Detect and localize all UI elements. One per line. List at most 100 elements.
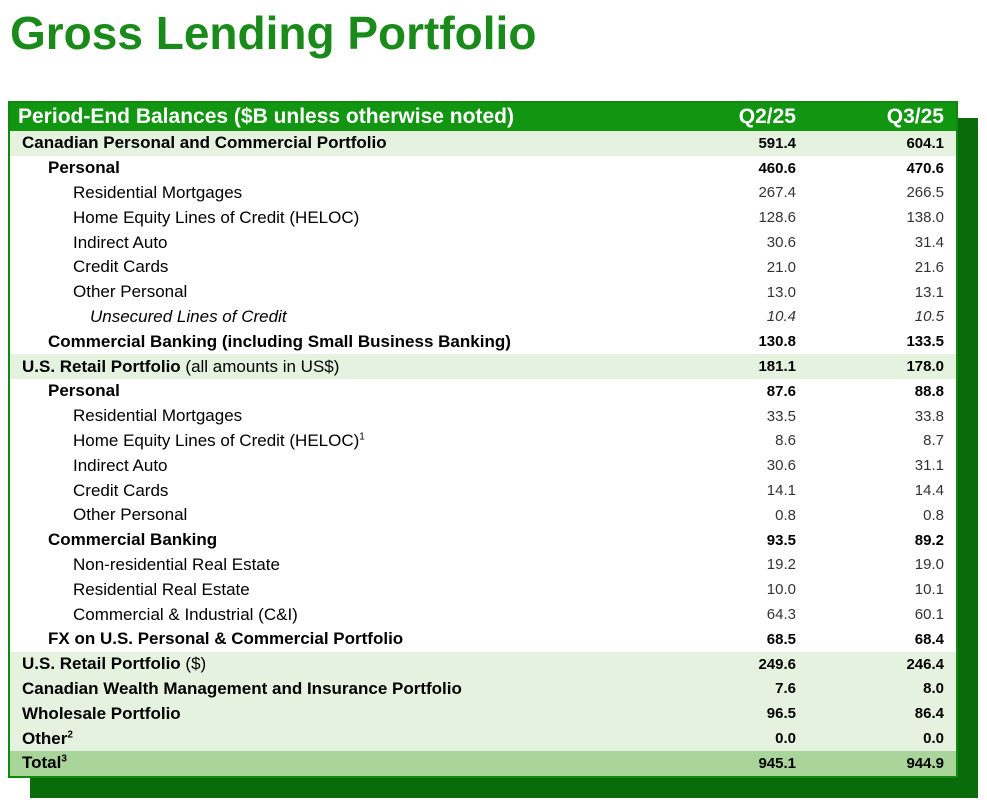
table-row: Commercial & Industrial (C&I) 64.3 60.1 [10,602,956,627]
row-q2: 96.5 [766,705,796,723]
table-row: Canadian Personal and Commercial Portfol… [10,131,956,156]
row-q2: 19.2 [766,556,796,574]
row-q2: 87.6 [766,382,796,400]
table-row: Residential Real Estate 10.0 10.1 [10,577,956,602]
table-row: Commercial Banking (including Small Busi… [10,329,956,354]
row-q2: 945.1 [758,754,796,772]
table-row: Residential Mortgages 33.5 33.8 [10,404,956,429]
row-label: Personal [48,158,120,178]
row-label: Indirect Auto [73,232,168,252]
table-row: Personal 460.6 470.6 [10,156,956,181]
row-label: Credit Cards [73,257,169,277]
footnote-marker: 2 [67,728,73,740]
row-label: Home Equity Lines of Credit (HELOC) [73,207,360,227]
row-note: ($) [180,654,207,674]
table-row: Indirect Auto 30.6 31.1 [10,453,956,478]
table-header: Period-End Balances ($B unless otherwise… [10,103,956,131]
row-label: Personal [48,381,120,401]
row-label: Commercial Banking [48,530,218,550]
footnote-marker: 1 [359,431,365,443]
row-label: Commercial Banking (including Small Busi… [48,331,511,351]
header-label: Period-End Balances ($B unless otherwise… [18,105,514,128]
row-q3: 86.4 [914,705,944,723]
row-q3: 8.0 [923,680,944,698]
lending-table: Period-End Balances ($B unless otherwise… [8,101,958,778]
row-label: Unsecured Lines of Credit [90,306,287,326]
row-q3: 33.8 [914,407,944,425]
row-q3: 944.9 [906,754,944,772]
row-q2: 7.6 [775,680,796,698]
row-q3: 246.4 [906,655,944,673]
row-q3: 0.0 [923,730,944,748]
row-q2: 68.5 [766,630,796,648]
row-q2: 0.0 [775,730,796,748]
row-q3: 470.6 [906,159,944,177]
row-q3: 178.0 [906,358,944,376]
page-title: Gross Lending Portfolio [10,7,537,59]
total-row: Total3 945.1 944.9 [10,750,956,776]
row-q3: 60.1 [914,606,944,624]
row-q3: 266.5 [906,184,944,202]
header-q3: Q3/25 [886,105,944,128]
row-label: Residential Mortgages [73,182,243,202]
row-q3: 88.8 [914,382,944,400]
row-label: FX on U.S. Personal & Commercial Portfol… [48,629,404,649]
row-label: Non-residential Real Estate [73,554,280,574]
table-row: Unsecured Lines of Credit 10.4 10.5 [10,305,956,330]
row-q3: 31.1 [914,457,944,475]
row-q3: 604.1 [906,134,944,152]
row-q2: 591.4 [758,134,796,152]
row-q2: 181.1 [758,358,796,376]
row-q2: 30.6 [766,234,796,252]
row-q2: 33.5 [766,407,796,425]
table-row: FX on U.S. Personal & Commercial Portfol… [10,627,956,652]
row-q3: 0.8 [923,506,944,524]
row-label: U.S. Retail Portfolio ($) [22,654,207,674]
table-row: Commercial Banking 93.5 89.2 [10,528,956,553]
row-q2: 64.3 [766,606,796,624]
row-label: Wholesale Portfolio [22,703,181,723]
row-label: Other Personal [73,505,188,525]
table-row: Canadian Wealth Management and Insurance… [10,676,956,702]
row-q2: 130.8 [758,333,796,351]
table-row: Home Equity Lines of Credit (HELOC) 128.… [10,205,956,230]
row-label: Other Personal [73,282,188,302]
row-q2: 10.0 [766,581,796,599]
row-q3: 14.4 [914,482,944,500]
row-q2: 8.6 [775,432,796,450]
row-q2: 128.6 [758,209,796,227]
table-row: Other Personal 0.8 0.8 [10,503,956,528]
row-q3: 10.5 [914,308,944,326]
table-row: Other Personal 13.0 13.1 [10,280,956,305]
row-q3: 133.5 [906,333,944,351]
row-label: Canadian Personal and Commercial Portfol… [22,133,387,153]
header-q2: Q2/25 [738,105,796,128]
table-row: Credit Cards 21.0 21.6 [10,255,956,280]
row-label: Total3 [22,753,67,773]
row-q2: 14.1 [766,482,796,500]
row-label: Residential Mortgages [73,406,243,426]
table-row: Other2 0.0 0.0 [10,726,956,751]
row-q2: 249.6 [758,655,796,673]
row-q3: 138.0 [906,209,944,227]
table-row: Personal 87.6 88.8 [10,379,956,404]
table-row: U.S. Retail Portfolio (all amounts in US… [10,354,956,379]
table-row: Wholesale Portfolio 96.5 86.4 [10,701,956,727]
row-q3: 8.7 [923,432,944,450]
row-q3: 68.4 [914,630,944,648]
row-q2: 460.6 [758,159,796,177]
table-row: U.S. Retail Portfolio ($) 249.6 246.4 [10,651,956,677]
table-row: Credit Cards 14.1 14.4 [10,478,956,503]
row-q3: 10.1 [914,581,944,599]
row-q2: 13.0 [766,283,796,301]
row-label: Home Equity Lines of Credit (HELOC)1 [73,430,365,450]
table-row: Residential Mortgages 267.4 266.5 [10,181,956,206]
footnote-marker: 3 [61,753,67,765]
row-q2: 21.0 [766,258,796,276]
row-q3: 89.2 [914,531,944,549]
row-q2: 93.5 [766,531,796,549]
row-q2: 10.4 [766,308,796,326]
row-q2: 267.4 [758,184,796,202]
row-q2: 0.8 [775,506,796,524]
row-q3: 31.4 [914,234,944,252]
